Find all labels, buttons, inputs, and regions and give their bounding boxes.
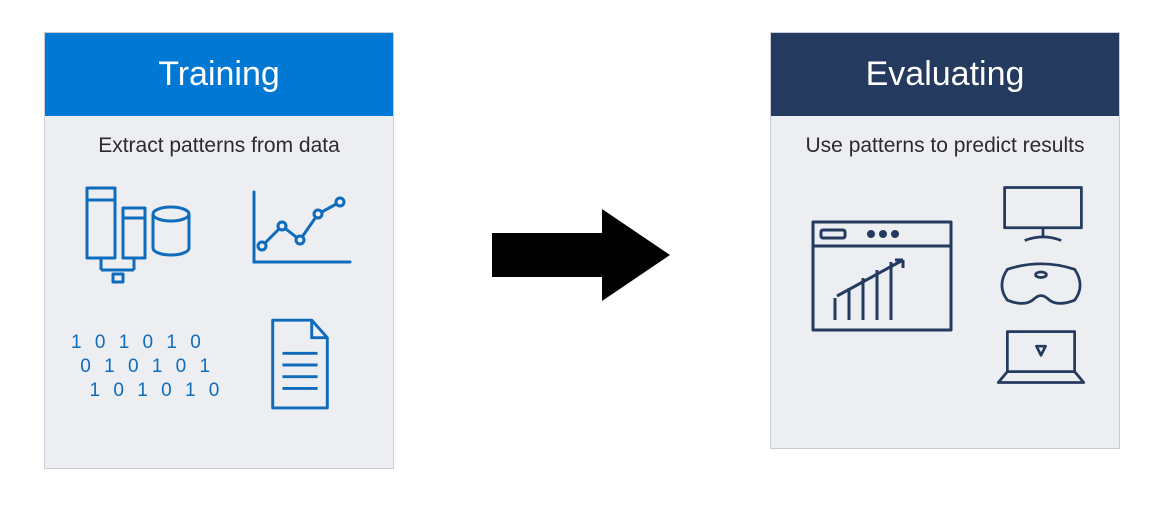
evaluating-header-label: Evaluating — [866, 55, 1025, 93]
training-header-label: Training — [158, 55, 280, 93]
evaluating-icons-area — [787, 176, 1103, 426]
laptop-icon — [991, 326, 1091, 390]
training-card: Training Extract patterns from data — [44, 32, 394, 469]
analytics-browser-icon — [807, 216, 957, 336]
document-icon — [261, 316, 339, 414]
arrow-forward-icon — [462, 205, 702, 305]
servers-database-icon — [79, 184, 199, 284]
training-icons-area: 1 0 1 0 1 0 0 1 0 1 0 1 1 0 1 0 1 0 — [61, 176, 377, 446]
binary-data-icon: 1 0 1 0 1 0 0 1 0 1 0 1 1 0 1 0 1 0 — [71, 331, 223, 402]
line-chart-icon — [246, 184, 356, 274]
evaluating-subtitle: Use patterns to predict results — [787, 134, 1103, 158]
training-header: Training — [45, 33, 393, 116]
evaluating-header: Evaluating — [771, 33, 1119, 116]
training-subtitle: Extract patterns from data — [61, 134, 377, 158]
evaluating-card: Evaluating Use patterns to predict resul… — [770, 32, 1120, 449]
evaluating-body: Use patterns to predict results — [771, 116, 1119, 448]
vr-headset-icon — [991, 262, 1091, 312]
monitor-icon — [997, 182, 1089, 246]
training-body: Extract patterns from data — [45, 116, 393, 468]
